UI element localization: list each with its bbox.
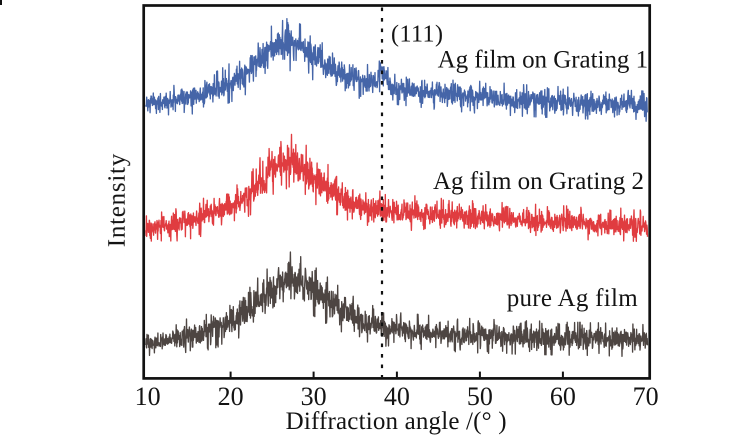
svg-text:30: 30: [301, 382, 327, 411]
svg-text:20: 20: [218, 382, 244, 411]
svg-text:Ag film on Grating 1: Ag film on Grating 1: [438, 46, 648, 73]
svg-text:Ag film on Grating 2: Ag film on Grating 2: [433, 168, 644, 195]
svg-text:60: 60: [550, 382, 576, 411]
svg-text:50: 50: [467, 382, 493, 411]
svg-text:Diffraction angle /(° ): Diffraction angle /(° ): [286, 408, 507, 435]
svg-text:70: 70: [633, 382, 659, 411]
svg-text:10: 10: [135, 382, 161, 411]
svg-text:Intensity: Intensity: [104, 153, 131, 247]
svg-text:(111): (111): [391, 21, 443, 47]
svg-text:40: 40: [384, 382, 410, 411]
svg-text:pure Ag film: pure Ag film: [507, 285, 639, 312]
